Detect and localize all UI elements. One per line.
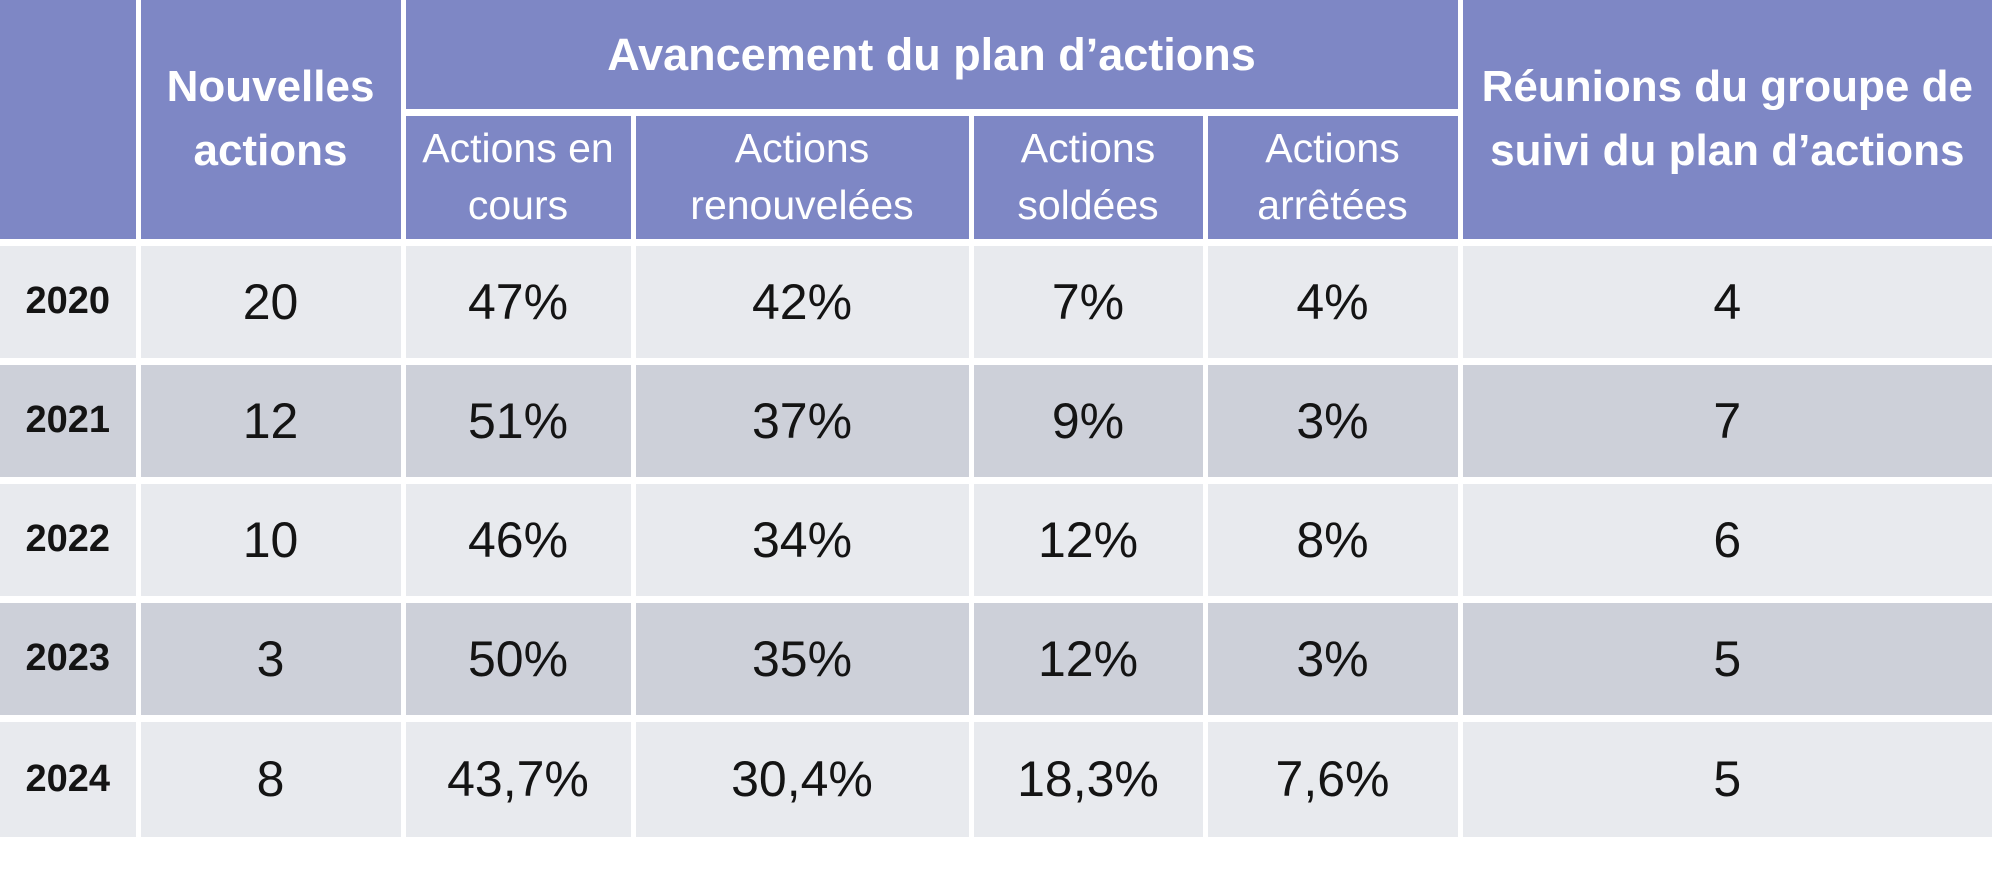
data-cell-nouvelles: 8: [135, 714, 406, 841]
table-row-2023: 2023 3 50% 35% 12% 3% 5: [0, 595, 1995, 722]
data-cell-en-cours: 43,7%: [400, 714, 636, 841]
data-cell-soldees: 12%: [968, 595, 1208, 722]
column-header-reunions: Réunions du groupe de suivi du plan d’ac…: [1457, 0, 1995, 246]
data-cell-nouvelles: 10: [135, 476, 406, 603]
year-cell: 2022: [0, 476, 141, 603]
data-cell-nouvelles: 3: [135, 595, 406, 722]
column-header-actions-en-cours: Actions en cours: [400, 108, 636, 246]
column-header-actions-renouvelees: Actions renouvelées: [630, 108, 974, 246]
data-cell-en-cours: 50%: [400, 595, 636, 722]
data-cell-reunions: 6: [1457, 476, 1995, 603]
data-cell-arretees: 3%: [1202, 357, 1463, 484]
data-cell-reunions: 5: [1457, 714, 1995, 841]
data-cell-en-cours: 51%: [400, 357, 636, 484]
data-cell-reunions: 7: [1457, 357, 1995, 484]
column-header-actions-soldees: Actions soldées: [968, 108, 1208, 246]
data-cell-renouvelees: 30,4%: [630, 714, 974, 841]
column-group-header-avancement: Avancement du plan d’actions: [400, 0, 1463, 116]
data-cell-nouvelles: 20: [135, 238, 406, 365]
table-row-2024: 2024 8 43,7% 30,4% 18,3% 7,6% 5: [0, 714, 1995, 841]
year-cell: 2024: [0, 714, 141, 841]
header-row-sub: Actions en cours Actions renouvelées Act…: [0, 108, 1992, 246]
data-cell-arretees: 8%: [1202, 476, 1463, 603]
data-cell-soldees: 18,3%: [968, 714, 1208, 841]
table-row-2020: 2020 20 47% 42% 7% 4% 4: [0, 238, 1995, 365]
column-header-actions-arretees: Actions arrêtées: [1202, 108, 1463, 246]
data-cell-en-cours: 46%: [400, 476, 636, 603]
data-cell-soldees: 9%: [968, 357, 1208, 484]
data-cell-reunions: 4: [1457, 238, 1995, 365]
header-row-top: Nouvelles actions Avancement du plan d’a…: [0, 0, 1995, 246]
year-cell: 2021: [0, 357, 141, 484]
data-cell-renouvelees: 35%: [630, 595, 974, 722]
table-row-2021: 2021 12 51% 37% 9% 3% 7: [0, 357, 1995, 484]
corner-header-cell: [0, 0, 141, 246]
data-cell-renouvelees: 42%: [630, 238, 974, 365]
data-cell-soldees: 7%: [968, 238, 1208, 365]
data-cell-renouvelees: 34%: [630, 476, 974, 603]
data-cell-soldees: 12%: [968, 476, 1208, 603]
data-cell-reunions: 5: [1457, 595, 1995, 722]
data-cell-nouvelles: 12: [135, 357, 406, 484]
table-row-2022: 2022 10 46% 34% 12% 8% 6: [0, 476, 1995, 603]
action-plan-table: Nouvelles actions Avancement du plan d’a…: [0, 0, 1995, 841]
year-cell: 2023: [0, 595, 141, 722]
year-cell: 2020: [0, 238, 141, 365]
data-cell-renouvelees: 37%: [630, 357, 974, 484]
column-header-nouvelles-actions: Nouvelles actions: [135, 0, 406, 246]
data-cell-arretees: 7,6%: [1202, 714, 1463, 841]
data-cell-en-cours: 47%: [400, 238, 636, 365]
data-cell-arretees: 3%: [1202, 595, 1463, 722]
data-cell-arretees: 4%: [1202, 238, 1463, 365]
